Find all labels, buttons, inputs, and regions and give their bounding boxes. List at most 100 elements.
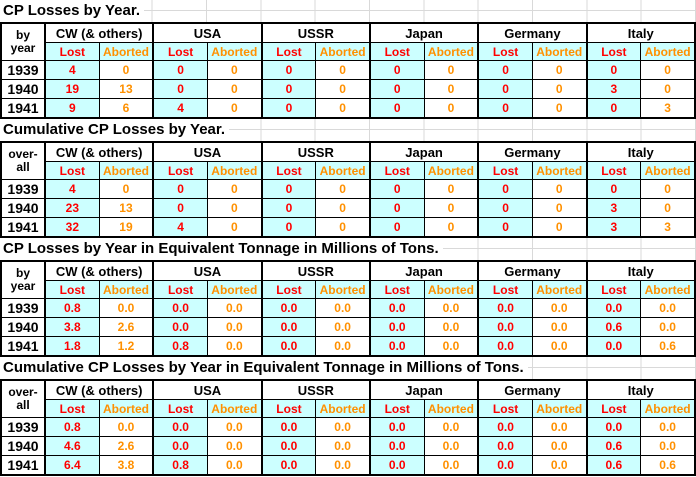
aborted-value-cell[interactable]: 19 [98, 217, 155, 238]
aborted-value-cell[interactable]: 0 [531, 217, 588, 238]
aborted-value-cell[interactable]: 3 [640, 98, 696, 119]
lost-value-cell[interactable]: 0 [368, 98, 425, 119]
aborted-value-cell[interactable]: 0.0 [206, 336, 263, 357]
aborted-header-cell[interactable]: Aborted [206, 280, 263, 299]
aborted-value-cell[interactable]: 0.0 [640, 417, 696, 437]
aborted-value-cell[interactable]: 0 [531, 60, 588, 80]
aborted-header-cell[interactable]: Aborted [315, 280, 371, 299]
country-header-cell[interactable]: Italy [585, 260, 696, 281]
lost-value-cell[interactable]: 23 [43, 198, 100, 218]
aborted-value-cell[interactable]: 3.8 [98, 455, 155, 476]
aborted-value-cell[interactable]: 0 [640, 79, 696, 99]
lost-value-cell[interactable]: 0.6 [585, 317, 642, 337]
country-header-cell[interactable]: CW (& others) [43, 260, 155, 281]
title-gridline-area[interactable]: CP Losses by Year in Equivalent Tonnage … [0, 238, 696, 260]
aborted-header-cell[interactable]: Aborted [531, 280, 588, 299]
aborted-header-cell[interactable]: Aborted [531, 161, 588, 180]
section-title[interactable]: Cumulative CP Losses by Year. [0, 119, 230, 141]
year-cell[interactable]: 1939 [0, 179, 46, 199]
aborted-header-cell[interactable]: Aborted [423, 42, 480, 61]
lost-value-cell[interactable]: 0.0 [260, 298, 317, 318]
year-cell[interactable]: 1940 [0, 317, 46, 337]
lost-value-cell[interactable]: 0 [260, 217, 317, 238]
country-header-cell[interactable]: Japan [368, 379, 480, 400]
lost-value-cell[interactable]: 0 [152, 79, 208, 99]
lost-value-cell[interactable]: 0.6 [585, 436, 642, 456]
aborted-value-cell[interactable]: 0.0 [423, 317, 480, 337]
lost-value-cell[interactable]: 0.0 [477, 336, 533, 357]
aborted-value-cell[interactable]: 0.0 [206, 317, 263, 337]
lost-value-cell[interactable]: 0 [477, 60, 533, 80]
lost-header-cell[interactable]: Lost [368, 161, 425, 180]
lost-value-cell[interactable]: 0.0 [368, 455, 425, 476]
row-header-cell[interactable]: by year [0, 260, 46, 299]
lost-header-cell[interactable]: Lost [477, 280, 533, 299]
lost-value-cell[interactable]: 0.0 [368, 298, 425, 318]
aborted-value-cell[interactable]: 0.0 [206, 417, 263, 437]
lost-value-cell[interactable]: 0 [152, 179, 208, 199]
country-header-cell[interactable]: Germany [477, 22, 588, 43]
aborted-value-cell[interactable]: 0.0 [640, 436, 696, 456]
country-header-cell[interactable]: Germany [477, 260, 588, 281]
lost-value-cell[interactable]: 4 [43, 179, 100, 199]
aborted-value-cell[interactable]: 0.0 [531, 436, 588, 456]
lost-value-cell[interactable]: 6.4 [43, 455, 100, 476]
country-header-cell[interactable]: USSR [260, 22, 371, 43]
country-header-cell[interactable]: Germany [477, 141, 588, 162]
lost-value-cell[interactable]: 0 [368, 198, 425, 218]
lost-value-cell[interactable]: 0 [368, 217, 425, 238]
aborted-value-cell[interactable]: 0 [206, 98, 263, 119]
aborted-value-cell[interactable]: 6 [98, 98, 155, 119]
country-header-cell[interactable]: Germany [477, 379, 588, 400]
aborted-header-cell[interactable]: Aborted [640, 280, 696, 299]
row-header-cell[interactable]: over-all [0, 379, 46, 418]
year-cell[interactable]: 1939 [0, 298, 46, 318]
aborted-value-cell[interactable]: 3 [640, 217, 696, 238]
lost-value-cell[interactable]: 9 [43, 98, 100, 119]
aborted-header-cell[interactable]: Aborted [315, 399, 371, 418]
country-header-cell[interactable]: Japan [368, 22, 480, 43]
aborted-value-cell[interactable]: 0 [640, 198, 696, 218]
aborted-value-cell[interactable]: 0 [206, 217, 263, 238]
section-title[interactable]: CP Losses by Year. [0, 0, 145, 22]
aborted-header-cell[interactable]: Aborted [423, 161, 480, 180]
aborted-value-cell[interactable]: 0 [423, 98, 480, 119]
aborted-value-cell[interactable]: 0 [531, 98, 588, 119]
lost-value-cell[interactable]: 0 [477, 98, 533, 119]
lost-header-cell[interactable]: Lost [368, 42, 425, 61]
year-cell[interactable]: 1939 [0, 417, 46, 437]
aborted-value-cell[interactable]: 0.0 [423, 417, 480, 437]
aborted-value-cell[interactable]: 0.0 [640, 317, 696, 337]
lost-value-cell[interactable]: 0.0 [368, 436, 425, 456]
lost-value-cell[interactable]: 0 [368, 79, 425, 99]
aborted-value-cell[interactable]: 0.0 [531, 298, 588, 318]
lost-header-cell[interactable]: Lost [477, 161, 533, 180]
aborted-value-cell[interactable]: 0 [423, 79, 480, 99]
lost-header-cell[interactable]: Lost [152, 399, 208, 418]
lost-value-cell[interactable]: 0 [152, 60, 208, 80]
lost-header-cell[interactable]: Lost [585, 280, 642, 299]
aborted-header-cell[interactable]: Aborted [315, 42, 371, 61]
aborted-value-cell[interactable]: 0 [98, 60, 155, 80]
lost-header-cell[interactable]: Lost [368, 399, 425, 418]
aborted-header-cell[interactable]: Aborted [640, 161, 696, 180]
country-header-cell[interactable]: USSR [260, 260, 371, 281]
lost-header-cell[interactable]: Lost [260, 42, 317, 61]
lost-value-cell[interactable]: 0.0 [477, 417, 533, 437]
aborted-value-cell[interactable]: 0 [315, 98, 371, 119]
lost-value-cell[interactable]: 0.0 [260, 417, 317, 437]
lost-value-cell[interactable]: 0 [260, 60, 317, 80]
year-cell[interactable]: 1940 [0, 436, 46, 456]
aborted-value-cell[interactable]: 0 [640, 179, 696, 199]
aborted-header-cell[interactable]: Aborted [98, 42, 155, 61]
lost-value-cell[interactable]: 0.0 [260, 336, 317, 357]
aborted-value-cell[interactable]: 0 [531, 198, 588, 218]
lost-value-cell[interactable]: 0.0 [152, 298, 208, 318]
lost-value-cell[interactable]: 3 [585, 79, 642, 99]
lost-value-cell[interactable]: 0.0 [260, 317, 317, 337]
country-header-cell[interactable]: USSR [260, 141, 371, 162]
lost-value-cell[interactable]: 0.0 [585, 298, 642, 318]
aborted-value-cell[interactable]: 0.0 [206, 455, 263, 476]
lost-value-cell[interactable]: 0.0 [368, 336, 425, 357]
aborted-value-cell[interactable]: 0.0 [315, 455, 371, 476]
